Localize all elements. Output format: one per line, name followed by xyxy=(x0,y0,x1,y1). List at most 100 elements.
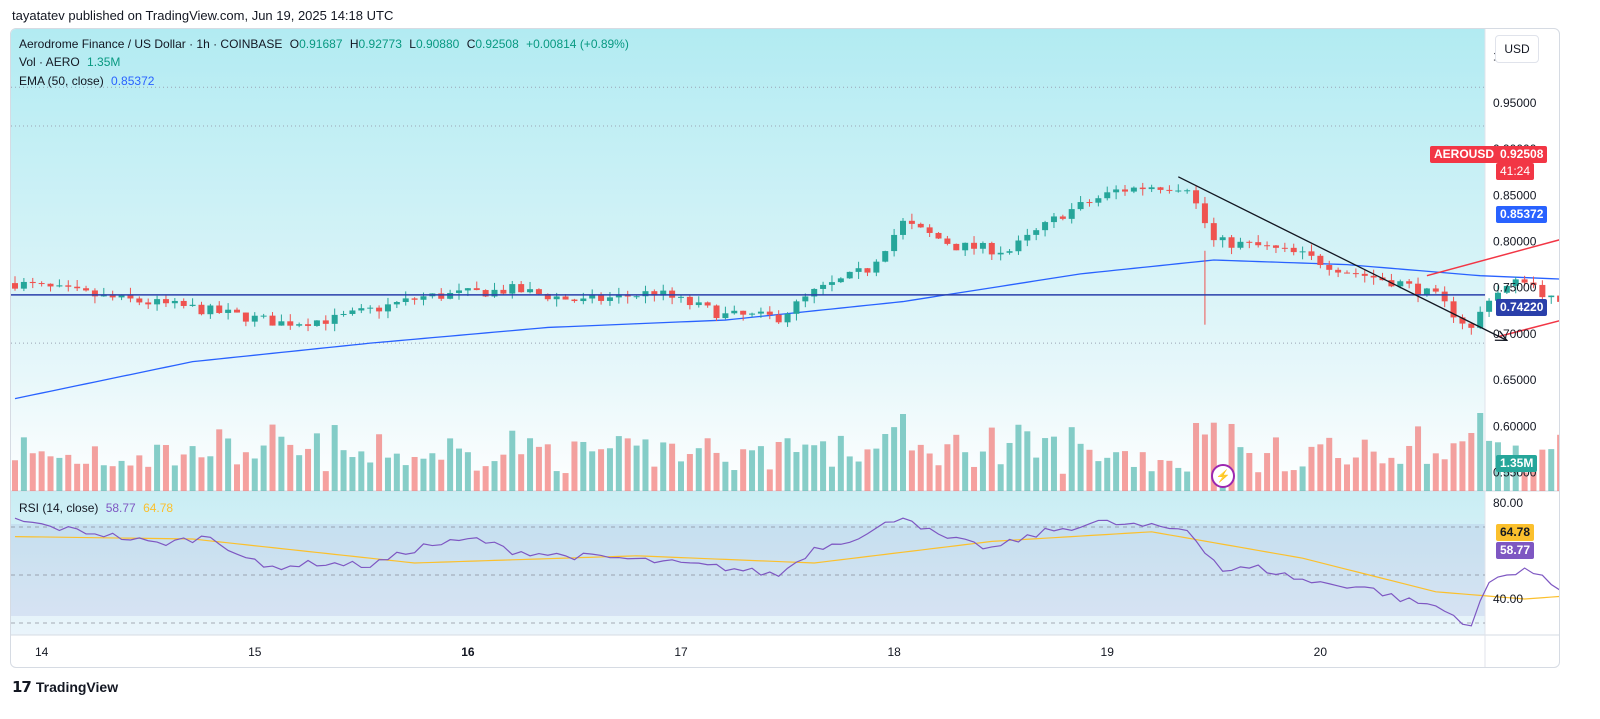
ema-legend[interactable]: EMA (50, close) 0.85372 xyxy=(19,74,158,88)
volume-bar xyxy=(171,465,178,491)
arrow-head xyxy=(1494,330,1509,342)
tradingview-brand[interactable]: 𝟭𝟳 TradingView xyxy=(12,678,118,696)
volume-bar xyxy=(1432,453,1439,491)
candle-body xyxy=(882,251,889,262)
price-chart[interactable]: 1.000000.950000.900000.850000.800000.750… xyxy=(11,29,1559,667)
lightning-icon[interactable]: ⚡ xyxy=(1211,464,1235,488)
candle-body xyxy=(313,320,320,326)
volume-bar xyxy=(1175,467,1182,491)
candle-body xyxy=(74,286,81,289)
candle-body xyxy=(1308,251,1315,256)
volume-bar xyxy=(837,435,844,491)
volume-bar xyxy=(1468,432,1475,491)
volume-bar xyxy=(331,425,338,491)
candle-body xyxy=(20,281,27,289)
candle-body xyxy=(1050,216,1057,223)
volume-bar xyxy=(873,448,880,491)
candle-body xyxy=(189,304,196,306)
volume-bar xyxy=(1157,460,1164,491)
volume-bar xyxy=(260,445,267,491)
candle-body xyxy=(926,227,933,233)
candle-body xyxy=(1157,187,1164,190)
volume-bar xyxy=(296,455,303,491)
volume-bar xyxy=(580,441,587,491)
publisher-caption: tayatatev published on TradingView.com, … xyxy=(12,8,394,23)
volume-legend[interactable]: Vol · AERO 1.35M xyxy=(19,55,124,69)
volume-bar xyxy=(269,424,276,491)
candle-body xyxy=(1175,190,1182,192)
volume-bar xyxy=(633,445,640,491)
volume-bar xyxy=(322,471,329,491)
volume-bar xyxy=(606,448,613,491)
volume-bar xyxy=(29,453,36,491)
candle-body xyxy=(438,293,445,299)
candle-body xyxy=(900,220,906,235)
volume-bar xyxy=(704,438,711,491)
rsi-bands xyxy=(11,526,1485,624)
candle-body xyxy=(997,252,1004,255)
rsi-axis-ticks: 80.00 40.00 xyxy=(1493,496,1523,606)
candle-body xyxy=(1335,269,1342,273)
candle-body xyxy=(1006,251,1013,253)
volume-bar xyxy=(740,449,747,491)
time-tick-label: 17 xyxy=(674,645,688,659)
volume-bar xyxy=(944,444,951,491)
ema-price-badge: 0.85372 xyxy=(1496,206,1548,223)
candle-body xyxy=(91,290,98,297)
candle-body xyxy=(305,324,312,326)
candle-body xyxy=(1193,190,1200,204)
low-value: 0.90880 xyxy=(415,37,460,51)
candle-body xyxy=(811,288,818,297)
candle-body xyxy=(447,292,454,299)
rsi-value: 58.77 xyxy=(105,501,136,515)
volume-bar xyxy=(1077,443,1084,491)
candle-body xyxy=(109,294,116,298)
candle-body xyxy=(65,285,72,287)
volume-bar xyxy=(278,436,285,491)
candle-body xyxy=(589,295,596,299)
volume-bar xyxy=(1477,412,1484,491)
symbol-legend[interactable]: Aerodrome Finance / US Dollar · 1h · COI… xyxy=(19,37,633,51)
candle-body xyxy=(633,296,640,298)
candle-body xyxy=(695,302,702,306)
countdown-badge: 41:24 xyxy=(1496,163,1535,180)
candle-body xyxy=(216,305,223,313)
volume-bar xyxy=(971,466,978,491)
candle-body xyxy=(820,284,827,289)
volume-bar xyxy=(997,464,1004,491)
volume-bar xyxy=(1530,466,1537,491)
currency-button[interactable]: USD xyxy=(1495,35,1539,63)
volume-bar xyxy=(935,465,942,491)
time-tick-label: 19 xyxy=(1101,645,1115,659)
price-tick-label: 0.85000 xyxy=(1493,188,1537,202)
volume-bar xyxy=(589,451,596,491)
candle-body xyxy=(225,309,232,313)
volume-bar xyxy=(162,445,169,491)
volume-bar xyxy=(1326,437,1333,491)
volume-bar xyxy=(669,443,676,491)
volume-bar xyxy=(1557,434,1559,491)
candle-body xyxy=(837,278,844,283)
hline-price-badge: 0.74220 xyxy=(1496,299,1548,316)
volume-bar xyxy=(979,451,986,491)
rsi-legend[interactable]: RSI (14, close) 58.77 64.78 xyxy=(19,501,177,515)
candle-body xyxy=(1246,241,1253,243)
candle-body xyxy=(482,290,489,297)
volume-bar xyxy=(198,457,205,491)
volume-bar xyxy=(1290,470,1297,491)
candle-body xyxy=(1086,202,1093,204)
candle-body xyxy=(1210,223,1217,241)
rsi-label: RSI (14, close) xyxy=(19,501,99,515)
volume-bar xyxy=(793,452,800,491)
candle-body xyxy=(864,268,871,273)
candle-body xyxy=(1290,247,1297,253)
price-tick-label: 0.75000 xyxy=(1493,281,1537,295)
volume-bar xyxy=(615,436,622,491)
candle-body xyxy=(1104,192,1111,199)
candle-body xyxy=(1361,273,1368,276)
time-tick-label: 15 xyxy=(248,645,262,659)
volume-bar xyxy=(1042,438,1049,491)
volume-bar xyxy=(38,451,45,491)
time-axis-ticks: 14 15 16 17 18 19 20 xyxy=(35,645,1327,659)
chart-frame[interactable]: 1.000000.950000.900000.850000.800000.750… xyxy=(10,28,1560,668)
